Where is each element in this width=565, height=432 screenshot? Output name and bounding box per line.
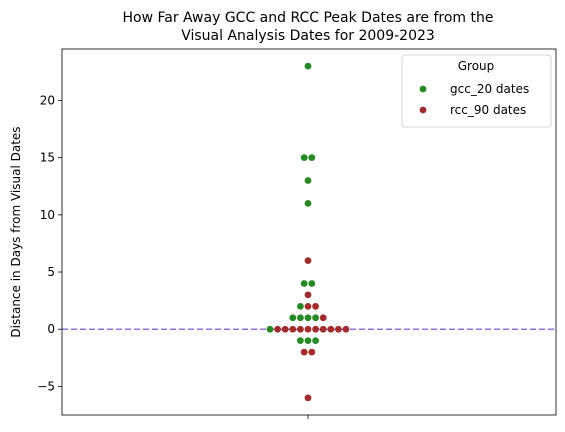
point-rcc: [274, 325, 281, 333]
point-rcc: [319, 314, 327, 322]
point-gcc: [304, 62, 312, 70]
y-tick-label: 20: [40, 93, 55, 107]
plot-frame: [61, 48, 557, 416]
point-rcc: [304, 291, 312, 299]
point-gcc: [308, 154, 316, 162]
point-gcc: [297, 314, 304, 322]
point-gcc: [312, 337, 319, 345]
point-rcc: [304, 257, 312, 264]
point-rcc: [289, 325, 297, 333]
point-rcc: [312, 302, 319, 310]
point-rcc: [335, 325, 342, 333]
point-gcc: [304, 200, 312, 207]
point-rcc: [300, 348, 308, 356]
legend: Group gcc_20 dates rcc_90 dates: [401, 54, 552, 128]
legend-box: [401, 54, 552, 128]
y-axis-label: Distance in Days from Visual Dates: [9, 126, 23, 337]
point-rcc: [281, 325, 289, 333]
y-tick-label: 5: [47, 265, 55, 279]
point-rcc: [327, 325, 335, 333]
point-gcc: [297, 337, 304, 345]
point-gcc: [266, 325, 274, 333]
point-gcc: [297, 302, 304, 310]
y-tick-label: −5: [37, 379, 55, 393]
point-gcc: [289, 314, 297, 322]
y-tick-label: 0: [47, 322, 55, 336]
legend-title: Group: [458, 59, 495, 73]
point-gcc: [304, 337, 312, 345]
legend-marker-gcc: [419, 85, 427, 93]
point-gcc: [312, 314, 319, 322]
y-tick-label: 10: [40, 208, 55, 222]
point-gcc: [304, 314, 312, 322]
point-rcc: [319, 325, 327, 333]
point-gcc: [304, 177, 312, 184]
point-rcc: [312, 325, 319, 333]
legend-label-rcc: rcc_90 dates: [450, 103, 526, 117]
legend-label-gcc: gcc_20 dates: [450, 82, 529, 96]
point-rcc: [342, 325, 350, 333]
y-tick-label: 15: [40, 151, 55, 165]
chart-title-line-1: How Far Away GCC and RCC Peak Dates are …: [123, 10, 494, 26]
point-rcc: [297, 325, 304, 333]
point-rcc: [304, 394, 312, 402]
point-gcc: [300, 280, 308, 287]
point-gcc: [300, 154, 308, 162]
chart-title-line-2: Visual Analysis Dates for 2009-2023: [181, 28, 435, 44]
legend-marker-rcc: [419, 106, 427, 114]
point-rcc: [304, 325, 312, 333]
point-gcc: [308, 280, 316, 287]
point-rcc: [308, 348, 316, 356]
point-rcc: [304, 302, 312, 310]
